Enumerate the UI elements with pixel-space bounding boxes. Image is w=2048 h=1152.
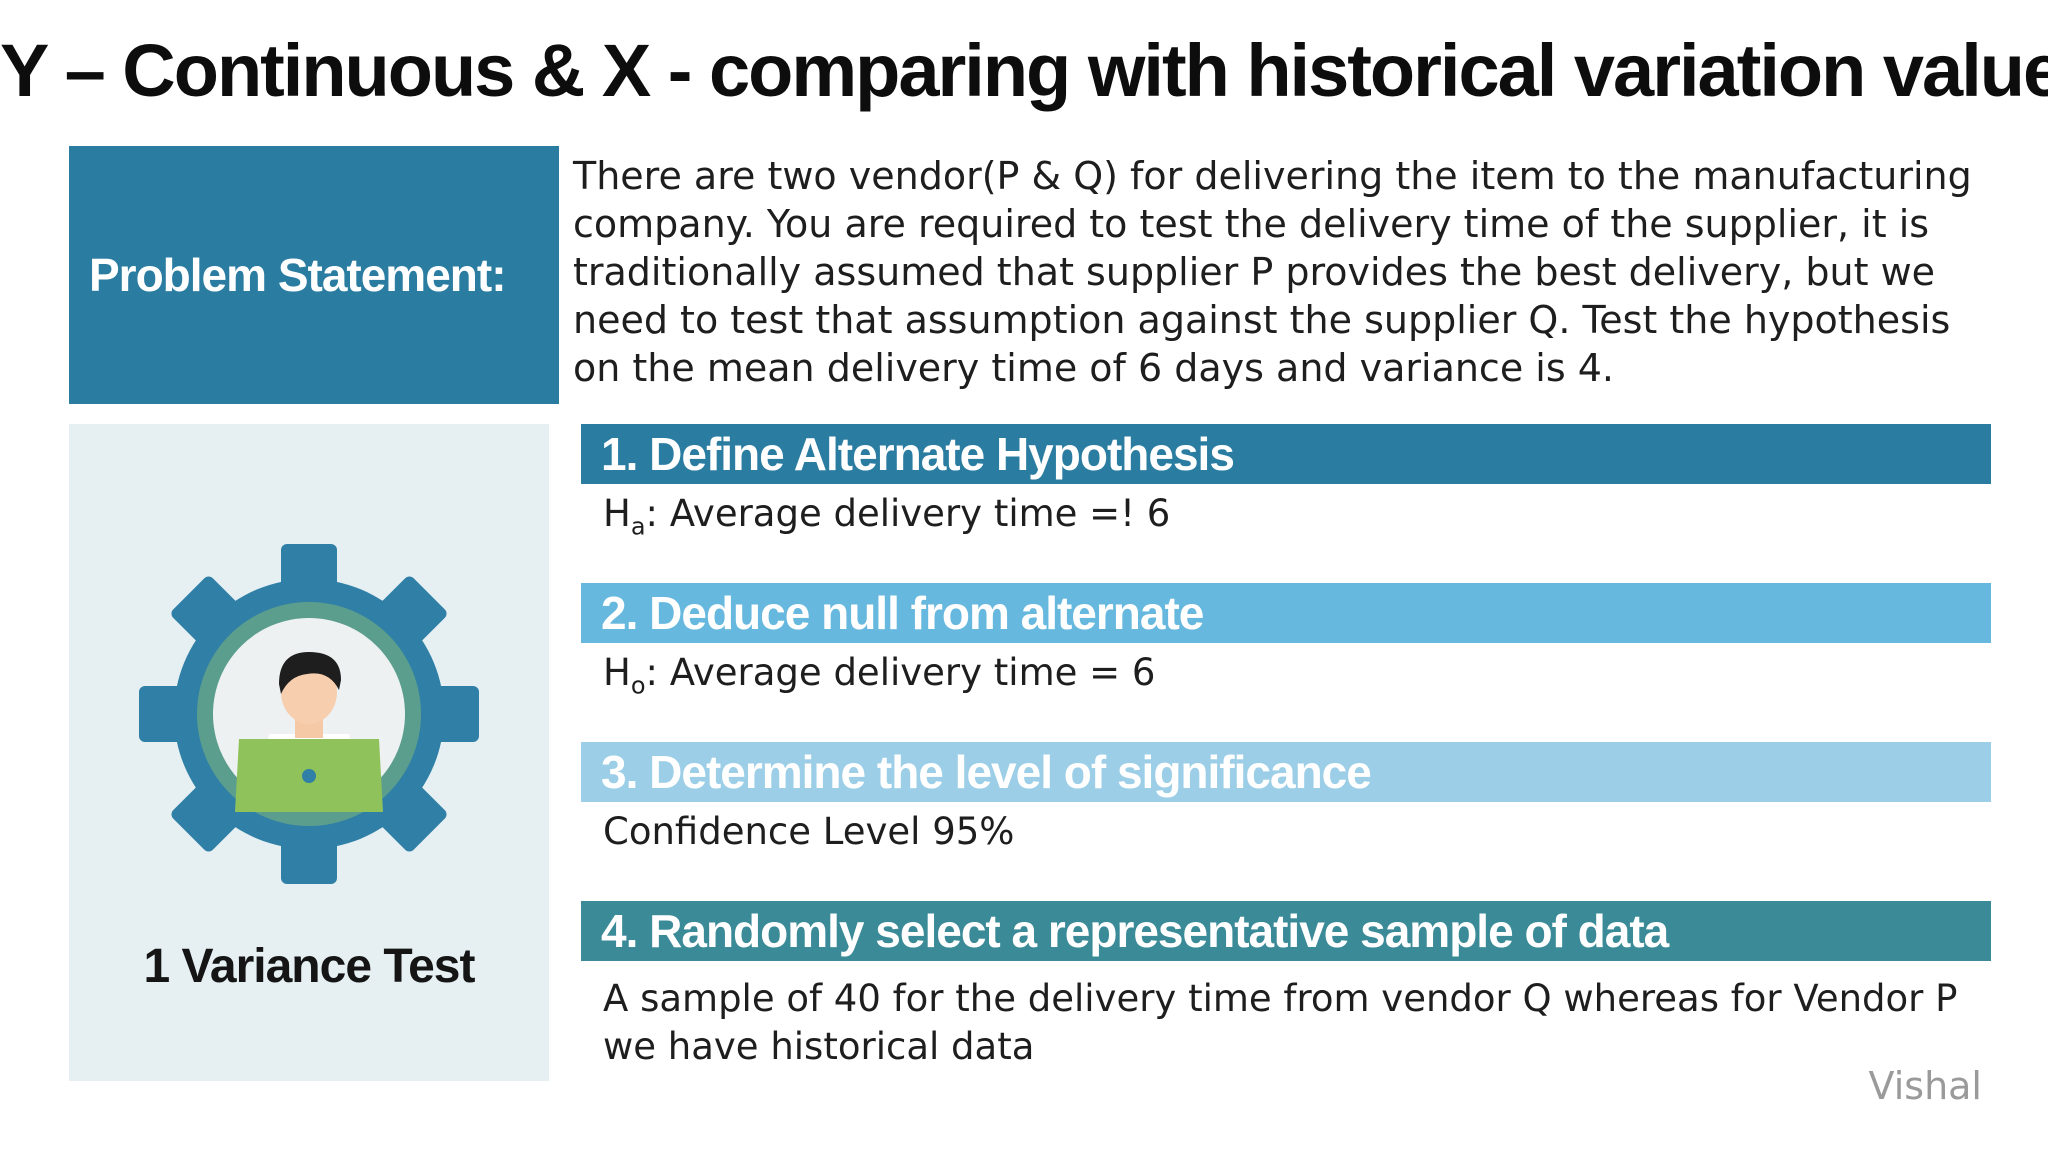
step-1-heading: 1. Define Alternate Hypothesis: [581, 424, 1991, 484]
gear-person-laptop-icon: [139, 544, 479, 884]
step-2-body: Ho: Average delivery time = 6: [581, 649, 1993, 709]
panel-caption: 1 Variance Test: [143, 940, 476, 993]
step-3-body: Confidence Level 95%: [603, 810, 1015, 853]
author-watermark: Vishal: [1868, 1064, 1982, 1108]
step-1-subscript: a: [630, 512, 646, 541]
step-3: 3. Determine the level of significance C…: [581, 742, 1991, 856]
test-illustration-panel: 1 Variance Test: [69, 424, 549, 1081]
step-2: 2. Deduce null from alternate Ho: Averag…: [581, 583, 1991, 709]
step-4-heading: 4. Randomly select a representative samp…: [581, 901, 1991, 961]
problem-statement-label: Problem Statement:: [89, 249, 507, 301]
step-1-text: : Average delivery time =! 6: [645, 492, 1171, 535]
step-2-subscript: o: [630, 671, 646, 700]
step-3-heading: 3. Determine the level of significance: [581, 742, 1991, 802]
problem-statement-box: Problem Statement:: [69, 146, 559, 404]
step-1: 1. Define Alternate Hypothesis Ha: Avera…: [581, 424, 1991, 550]
step-2-symbol: H: [603, 651, 631, 694]
step-2-heading: 2. Deduce null from alternate: [581, 583, 1991, 643]
slide-title: Y – Continuous & X - comparing with hist…: [0, 29, 2048, 112]
step-4-body: A sample of 40 for the delivery time fro…: [603, 977, 1958, 1068]
step-1-body: Ha: Average delivery time =! 6: [581, 490, 1993, 550]
step-4: 4. Randomly select a representative samp…: [581, 901, 1991, 1071]
step-1-symbol: H: [603, 492, 631, 535]
problem-statement-text: There are two vendor(P & Q) for deliveri…: [573, 154, 1972, 390]
step-2-text: : Average delivery time = 6: [645, 651, 1156, 694]
